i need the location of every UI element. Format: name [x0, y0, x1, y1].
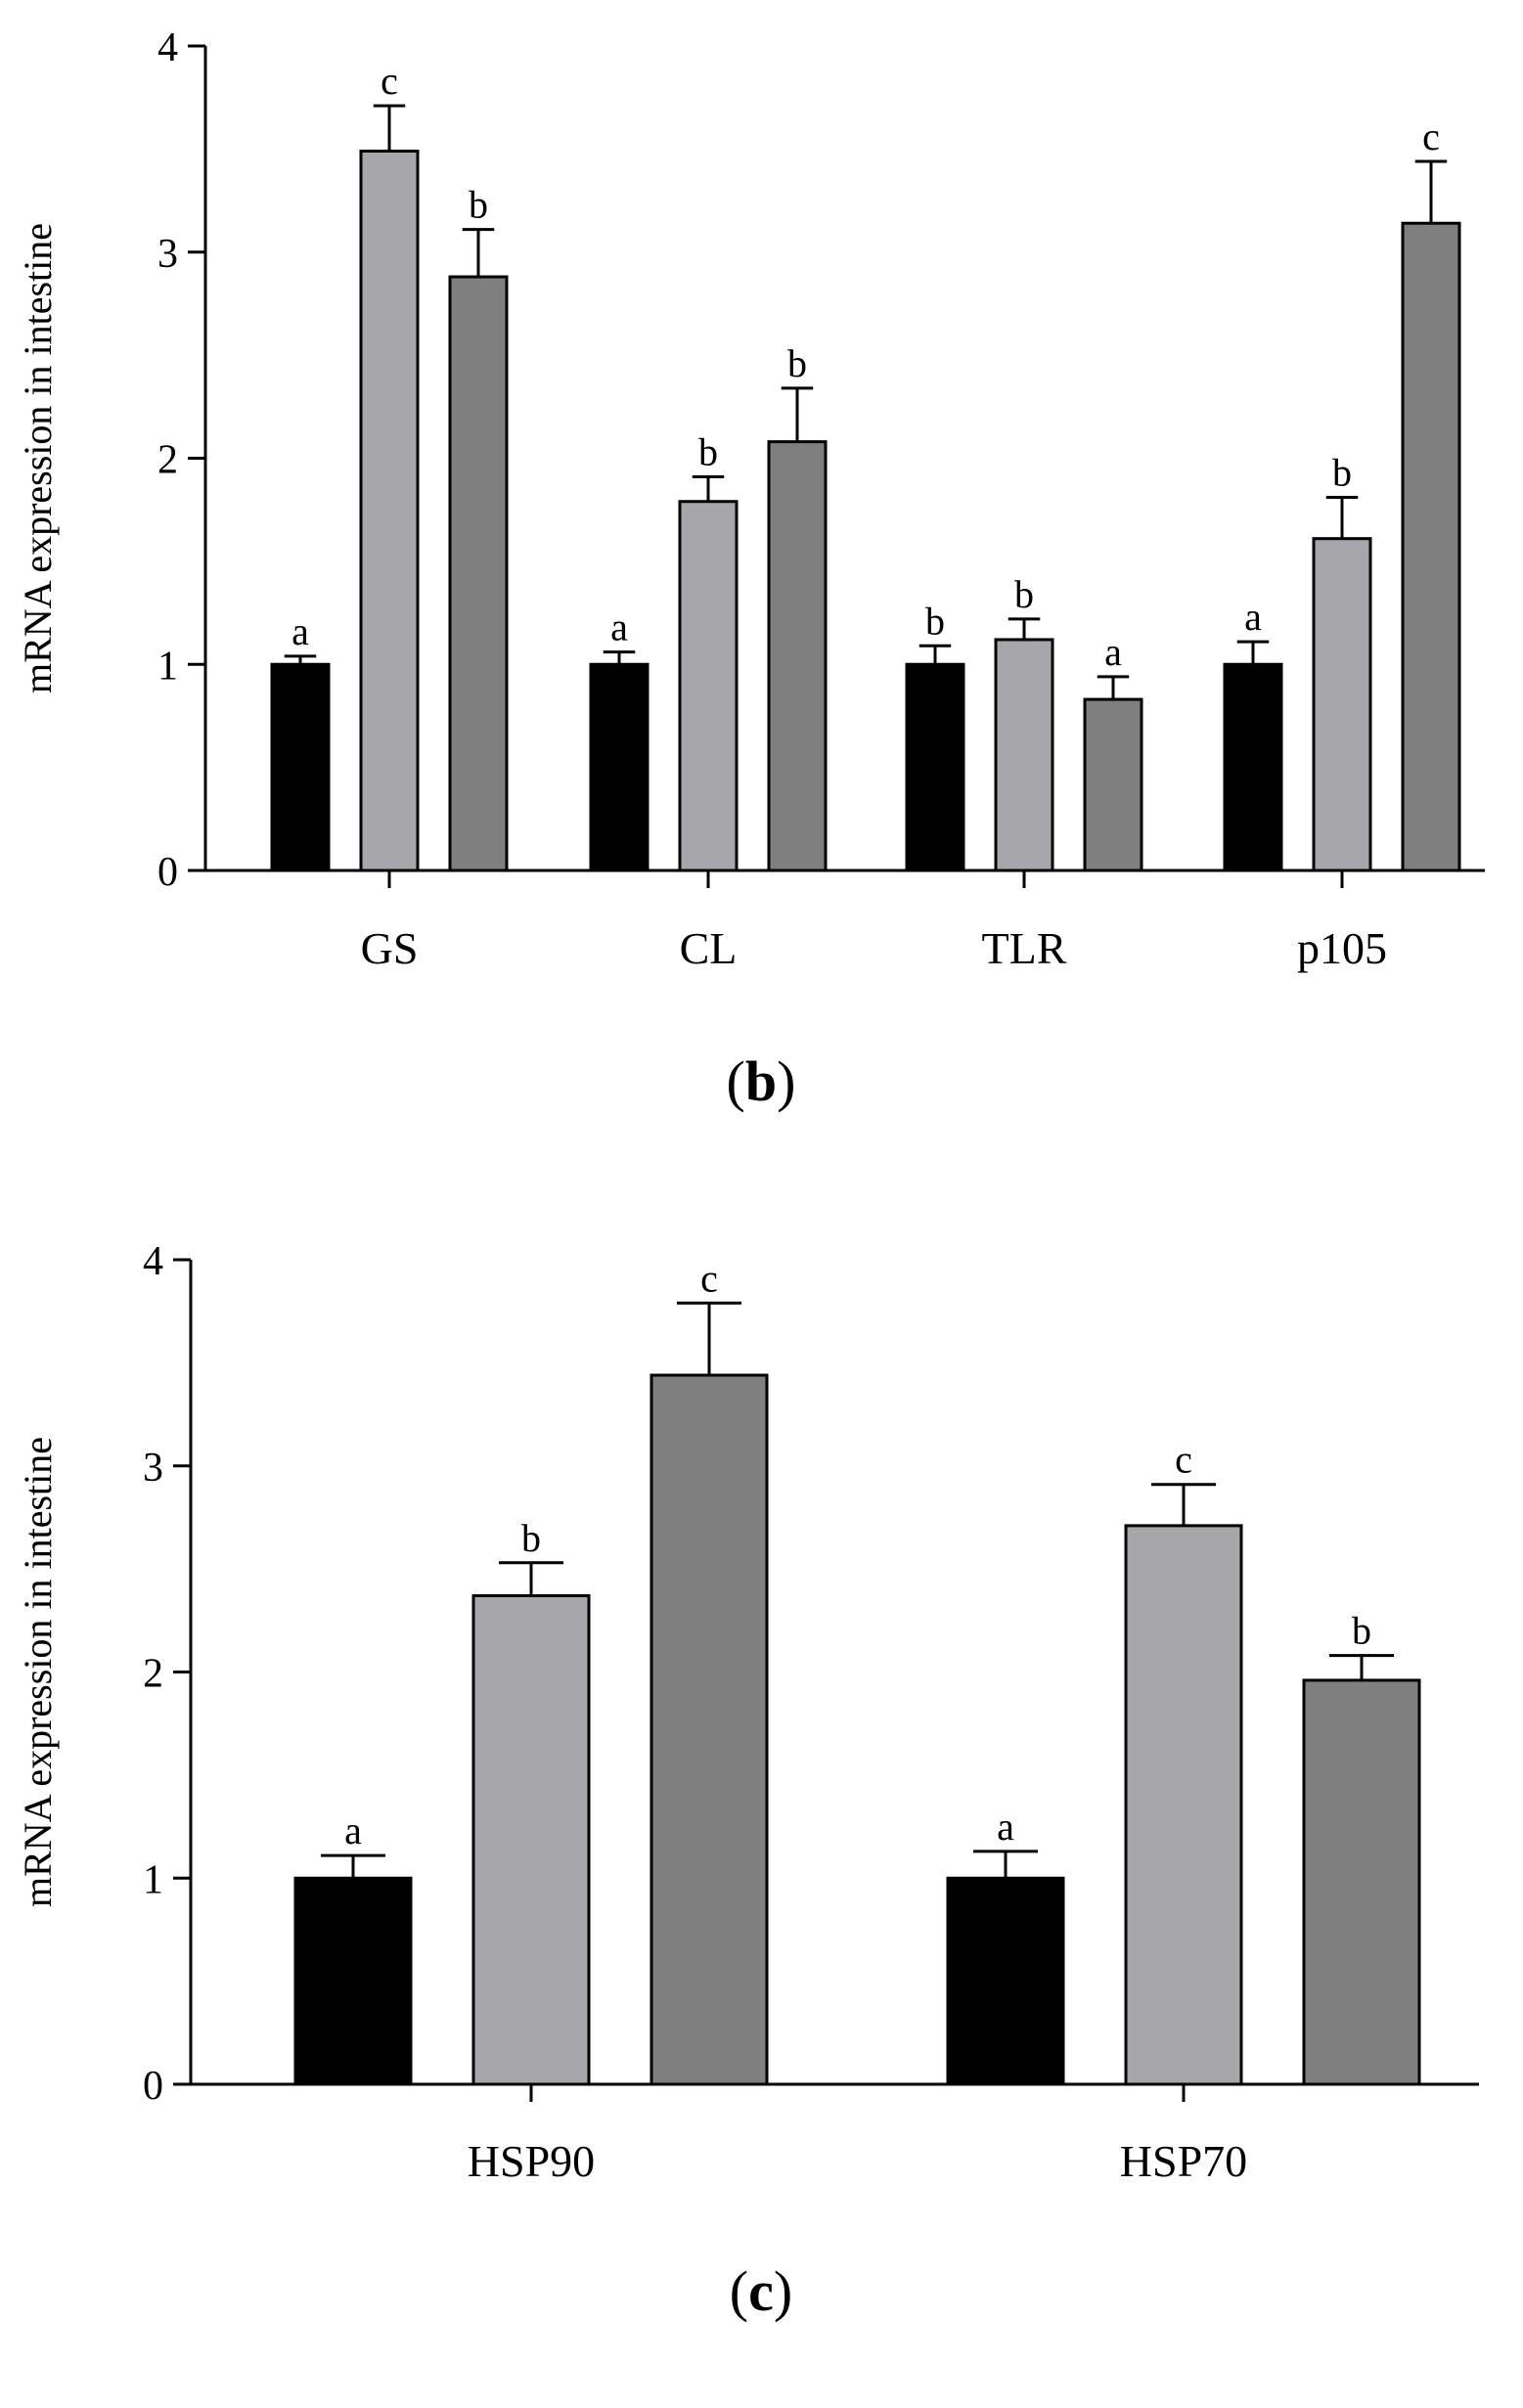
- y-tick-label: 0: [143, 2064, 163, 2109]
- bar: [293, 1876, 413, 2086]
- significance-letter: b: [521, 1516, 541, 1560]
- significance-letter: a: [291, 609, 309, 653]
- y-tick-label: 4: [143, 1239, 163, 1284]
- bar: [1302, 1678, 1421, 2086]
- bar: [359, 149, 420, 872]
- y-tick-label: 2: [157, 438, 178, 483]
- x-tick-label: p105: [1297, 923, 1387, 973]
- significance-letter: b: [787, 341, 807, 385]
- y-tick-label: 4: [157, 25, 178, 70]
- bar: [270, 662, 331, 872]
- x-tick-label: HSP70: [1120, 2136, 1247, 2186]
- significance-letter: a: [344, 1808, 362, 1852]
- significance-letter: a: [610, 605, 628, 649]
- bar: [1312, 537, 1372, 872]
- y-tick-label: 1: [143, 1857, 163, 1902]
- significance-letter: b: [1014, 572, 1034, 616]
- bar: [905, 662, 965, 872]
- bar: [767, 440, 828, 872]
- y-tick-label: 1: [157, 644, 178, 689]
- bar: [994, 638, 1054, 872]
- significance-letter: c: [1422, 114, 1440, 158]
- bar: [589, 662, 650, 872]
- significance-letter: b: [1352, 1609, 1371, 1653]
- bar: [1223, 662, 1283, 872]
- significance-letter: b: [469, 183, 488, 227]
- y-tick-label: 3: [143, 1446, 163, 1491]
- y-axis-title: mRNA expression in intestine: [16, 223, 60, 693]
- bar: [471, 1594, 591, 2086]
- bar: [946, 1876, 1065, 2086]
- significance-letter: b: [925, 599, 945, 643]
- bar: [1401, 221, 1461, 872]
- panel-label: (c): [730, 2259, 792, 2323]
- significance-letter: a: [1244, 595, 1262, 639]
- significance-letter: c: [700, 1256, 718, 1300]
- significance-letter: a: [997, 1805, 1014, 1849]
- bar: [650, 1373, 769, 2086]
- chart-panel-c: 0 1 2 3 4 mRNA expression in intestine HSP90 a b…: [16, 1239, 1479, 2323]
- chart-panel-b: 0 1 2 3 4 mRNA expression in intestine GS a c b CL…: [16, 25, 1485, 1113]
- bar: [1083, 697, 1143, 872]
- x-tick-label: CL: [680, 923, 738, 973]
- significance-letter: c: [1175, 1438, 1192, 1482]
- x-tick-label: HSP90: [468, 2136, 595, 2186]
- significance-letter: a: [1104, 630, 1122, 674]
- y-axis-title: mRNA expression in intestine: [16, 1437, 60, 1907]
- significance-letter: c: [381, 59, 398, 103]
- y-tick-label: 0: [157, 850, 178, 895]
- y-tick-label: 2: [143, 1652, 163, 1697]
- x-tick-label: GS: [361, 923, 419, 973]
- bar: [678, 500, 739, 872]
- panel-label: (b): [727, 1049, 796, 1113]
- bar: [1124, 1524, 1243, 2086]
- significance-letter: b: [698, 429, 718, 473]
- significance-letter: b: [1332, 451, 1352, 495]
- x-tick-label: TLR: [982, 923, 1067, 973]
- y-tick-label: 3: [157, 232, 178, 277]
- bar: [448, 275, 509, 872]
